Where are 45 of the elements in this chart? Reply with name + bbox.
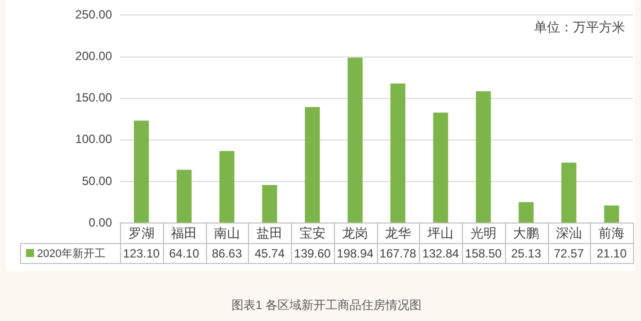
x-tick-label: 深汕 <box>556 225 582 240</box>
data-label: 64.10 <box>169 246 200 260</box>
x-tick-label: 南山 <box>214 225 240 240</box>
x-tick-label: 前海 <box>598 225 625 240</box>
data-label: 21.10 <box>596 246 627 260</box>
x-tick-label: 罗湖 <box>128 225 154 240</box>
data-label: 45.74 <box>254 246 285 260</box>
x-tick-label: 福田 <box>171 225 198 240</box>
data-label: 167.78 <box>380 246 417 260</box>
data-label: 132.84 <box>422 246 460 260</box>
x-tick-label: 龙华 <box>384 225 411 240</box>
bar <box>561 162 576 222</box>
data-label: 72.57 <box>554 246 584 260</box>
y-tick-label: 200.00 <box>75 49 112 64</box>
data-label: 198.94 <box>336 246 374 260</box>
y-tick-label: 0.00 <box>88 215 112 230</box>
data-label: 123.10 <box>123 246 160 260</box>
bar <box>304 106 320 222</box>
data-label: 86.63 <box>212 246 242 260</box>
y-tick-label: 150.00 <box>75 90 112 105</box>
bar <box>390 84 406 222</box>
text: 图表1 各区域新开工商品住房情况图 <box>231 298 422 312</box>
x-tick-label: 宝安 <box>299 225 326 240</box>
bar <box>219 150 234 222</box>
y-tick-label: 250.00 <box>75 8 112 22</box>
x-tick-label: 光明 <box>470 225 496 240</box>
bar <box>176 170 192 222</box>
bar <box>134 120 149 222</box>
annotation: 单位：万平方米 <box>534 19 625 34</box>
bar <box>433 112 448 222</box>
bar <box>476 91 491 222</box>
x-tick-label: 盐田 <box>256 225 283 240</box>
bar <box>518 202 534 222</box>
data-label: 139.60 <box>294 246 332 260</box>
x-tick-label: 龙岗 <box>342 225 368 240</box>
bar <box>262 184 278 222</box>
y-tick-label: 100.00 <box>75 132 112 146</box>
legend-label: 2020年新开工 <box>37 247 106 260</box>
x-tick-label: 大鹏 <box>513 225 540 240</box>
bar <box>348 58 363 222</box>
data-label: 25.13 <box>511 246 542 260</box>
y-tick-label: 50.00 <box>82 174 112 188</box>
data-label: 158.50 <box>465 246 502 260</box>
x-tick-label: 坪山 <box>426 225 454 240</box>
bar <box>604 205 620 222</box>
